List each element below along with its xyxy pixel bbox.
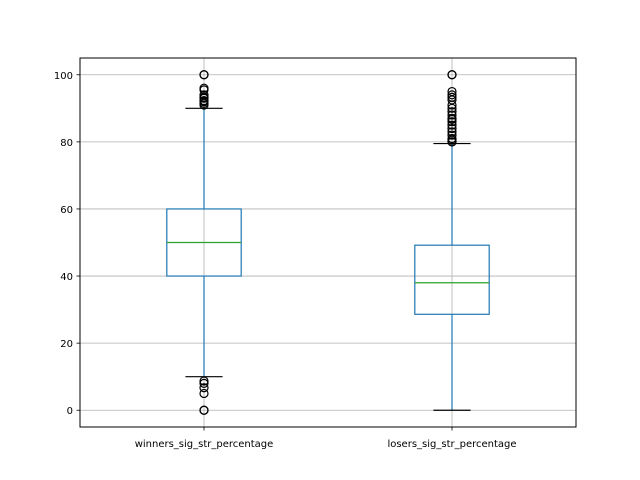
box-winners_sig_str_percentage (166, 70, 242, 415)
grid-lines (80, 58, 576, 427)
outlier-point (447, 113, 457, 123)
y-tick-label: 20 (60, 339, 73, 350)
plot-area-frame (79, 57, 577, 428)
outlier-point (199, 92, 209, 102)
box-iqr (414, 244, 490, 315)
x-tick-label: losers_sig_str_percentage (387, 439, 516, 450)
outlier-point (199, 405, 209, 415)
outlier-point (447, 110, 457, 120)
outlier-point (199, 378, 209, 388)
outlier-point (199, 70, 209, 80)
outlier-point (199, 383, 209, 393)
outlier-point (447, 92, 457, 102)
outlier-point (447, 90, 457, 100)
outlier-point (447, 133, 457, 144)
outlier-point (447, 123, 457, 134)
outlier-point (199, 90, 209, 100)
outlier-point (447, 127, 457, 137)
outlier-point (199, 388, 209, 399)
outlier-point (447, 70, 457, 80)
outlier-point (447, 117, 457, 127)
outlier-point (199, 376, 209, 386)
y-tick-label: 60 (60, 205, 73, 216)
outlier-point (447, 86, 457, 97)
outlier-point (447, 130, 457, 140)
y-tick-label: 40 (60, 272, 73, 283)
outlier-point (447, 107, 457, 117)
y-tick-label: 100 (54, 71, 73, 82)
x-tick-label: winners_sig_str_percentage (135, 439, 274, 450)
outlier-point (199, 83, 209, 93)
outlier-point (199, 96, 209, 106)
axis-ticks: 0 20 40 60 80 100 winners_sig_str_percentage lo… (54, 71, 517, 450)
y-tick-label: 0 (67, 406, 73, 417)
box-losers_sig_str_percentage (414, 70, 490, 411)
box-plots (166, 70, 490, 415)
outlier-point (447, 120, 457, 130)
y-tick-label: 80 (60, 138, 73, 149)
